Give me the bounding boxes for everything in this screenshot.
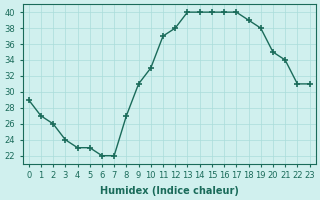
X-axis label: Humidex (Indice chaleur): Humidex (Indice chaleur) [100, 186, 238, 196]
